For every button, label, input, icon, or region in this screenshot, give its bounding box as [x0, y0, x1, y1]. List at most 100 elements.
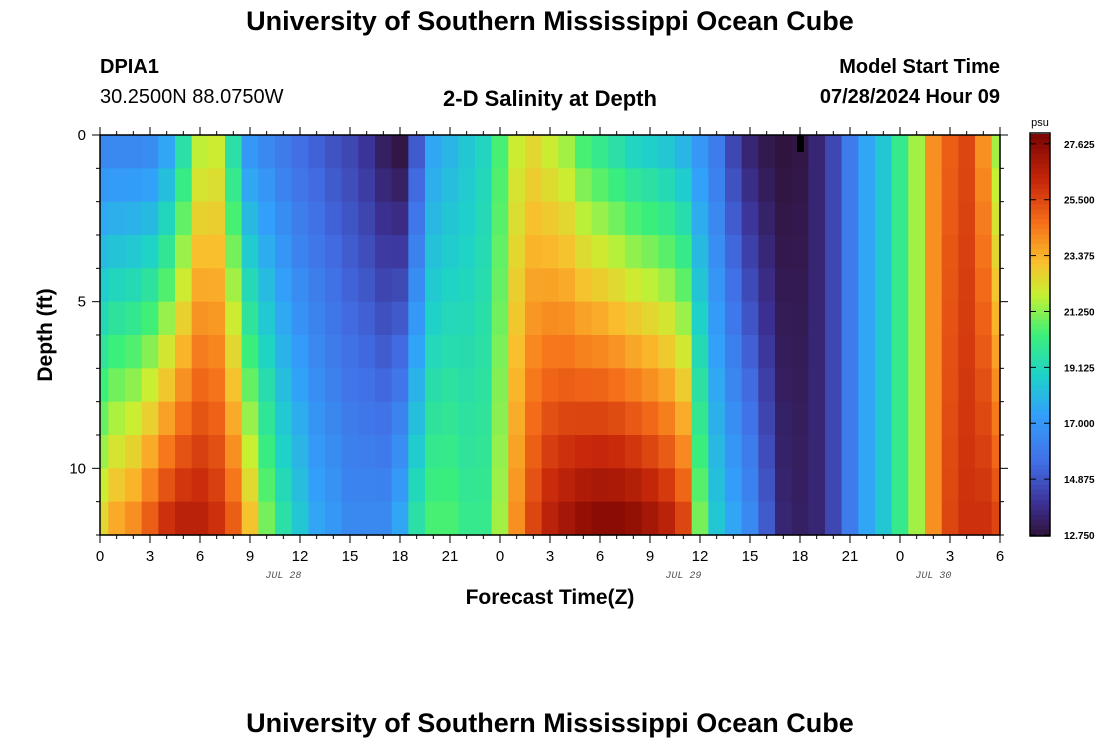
heatmap-cell: [958, 501, 976, 536]
heatmap-cell: [308, 501, 326, 536]
heatmap-cell: [175, 401, 193, 436]
heatmap-cell: [975, 268, 993, 303]
heatmap-cell: [508, 401, 526, 436]
heatmap-cell: [225, 201, 243, 236]
heatmap-cell: [608, 301, 626, 336]
colorbar-band: [1030, 184, 1050, 190]
heatmap-cell: [308, 168, 326, 203]
heatmap-cell: [541, 135, 559, 169]
heatmap-cell: [625, 468, 643, 503]
colorbar-band: [1030, 304, 1050, 311]
heatmap-cell: [475, 168, 493, 203]
colorbar-band: [1030, 284, 1050, 290]
heatmap-cell: [808, 201, 826, 236]
heatmap-cell: [541, 401, 559, 436]
heatmap-cell: [958, 135, 976, 169]
heatmap-cell: [875, 135, 893, 169]
heatmap-cell: [725, 301, 743, 336]
x-tick-label: 18: [392, 548, 409, 565]
heatmap-cell: [225, 268, 243, 303]
heatmap-cell: [208, 301, 226, 336]
colorbar-band: [1030, 524, 1050, 531]
x-axis-ticks: 0 3 6 9 12 15 18 21 0 3 6 9 12 15 18 21 0 3 6: [96, 127, 1004, 565]
colorbar-band: [1030, 434, 1050, 441]
colorbar-band: [1030, 319, 1050, 326]
heatmap-cell: [808, 401, 826, 436]
heatmap-cell: [925, 501, 943, 536]
heatmap-cell: [491, 368, 509, 403]
heatmap-cell: [858, 335, 876, 369]
heatmap-cell: [591, 435, 609, 469]
heatmap-cell: [675, 301, 693, 336]
heatmap-cell: [258, 401, 276, 436]
heatmap-cell: [875, 168, 893, 203]
heatmap-cell: [100, 368, 109, 403]
heatmap-cell: [825, 435, 843, 469]
heatmap-cell: [308, 235, 326, 269]
heatmap-cell: [425, 435, 443, 469]
heatmap-cell: [458, 235, 476, 269]
heatmap-cell: [725, 435, 743, 469]
heatmap-cell: [308, 435, 326, 469]
heatmap-cell: [391, 368, 409, 403]
heatmap-cell: [858, 235, 876, 269]
heatmap-cell: [608, 435, 626, 469]
heatmap-cell: [691, 301, 709, 336]
colorbar-band: [1030, 364, 1050, 371]
heatmap-cell: [408, 135, 426, 169]
heatmap-cell: [141, 368, 159, 403]
colorbar-tick-label: 27.625: [1064, 140, 1095, 151]
heatmap-cell: [241, 435, 259, 469]
heatmap-cell: [525, 435, 543, 469]
heatmap-cell: [441, 435, 459, 469]
heatmap-cell: [141, 168, 159, 203]
heatmap-cell: [958, 368, 976, 403]
heatmap-cell: [475, 468, 493, 503]
heatmap-cell: [291, 301, 309, 336]
heatmap-cell: [191, 335, 209, 369]
heatmap-cell: [175, 201, 193, 236]
heatmap-cell: [608, 235, 626, 269]
heatmap-cell: [158, 168, 176, 203]
colorbar-band: [1030, 359, 1050, 366]
heatmap-cell: [791, 335, 809, 369]
heatmap-cell: [141, 501, 159, 536]
page-title: University of Southern Mississippi Ocean…: [246, 6, 854, 36]
colorbar-band: [1030, 134, 1050, 140]
heatmap-cell: [358, 168, 376, 203]
heatmap-cell: [691, 135, 709, 169]
colorbar-tick-label: 14.875: [1064, 475, 1095, 486]
heatmap-cell: [108, 468, 126, 503]
heatmap-cell: [825, 201, 843, 236]
heatmap-cell: [100, 268, 109, 303]
heatmap-cell: [858, 135, 876, 169]
colorbar-band: [1030, 264, 1050, 270]
heatmap-cell: [891, 368, 909, 403]
heatmap-cell: [891, 201, 909, 236]
heatmap-cell: [325, 401, 343, 436]
heatmap-cell: [408, 435, 426, 469]
heatmap-cell: [808, 501, 826, 536]
heatmap-cell: [208, 435, 226, 469]
colorbar-band: [1030, 439, 1050, 446]
heatmap-cell: [341, 201, 359, 236]
heatmap-cell: [191, 235, 209, 269]
heatmap-cell: [241, 201, 259, 236]
heatmap-cell: [475, 301, 493, 336]
heatmap-cell: [891, 501, 909, 536]
heatmap-cell: [458, 268, 476, 303]
heatmap-cell: [291, 201, 309, 236]
heatmap-cell: [908, 135, 926, 169]
heatmap-cell: [791, 301, 809, 336]
heatmap-cell: [908, 268, 926, 303]
heatmap-cell: [408, 501, 426, 536]
heatmap-cell: [375, 468, 393, 503]
colorbar-band: [1030, 459, 1050, 466]
heatmap-cell: [241, 268, 259, 303]
colorbar-band: [1030, 414, 1050, 421]
heatmap-cell: [625, 401, 643, 436]
heatmap-cell: [658, 501, 676, 536]
heatmap-cell: [558, 501, 576, 536]
colorbar-band: [1030, 484, 1050, 491]
heatmap-cell: [875, 401, 893, 436]
